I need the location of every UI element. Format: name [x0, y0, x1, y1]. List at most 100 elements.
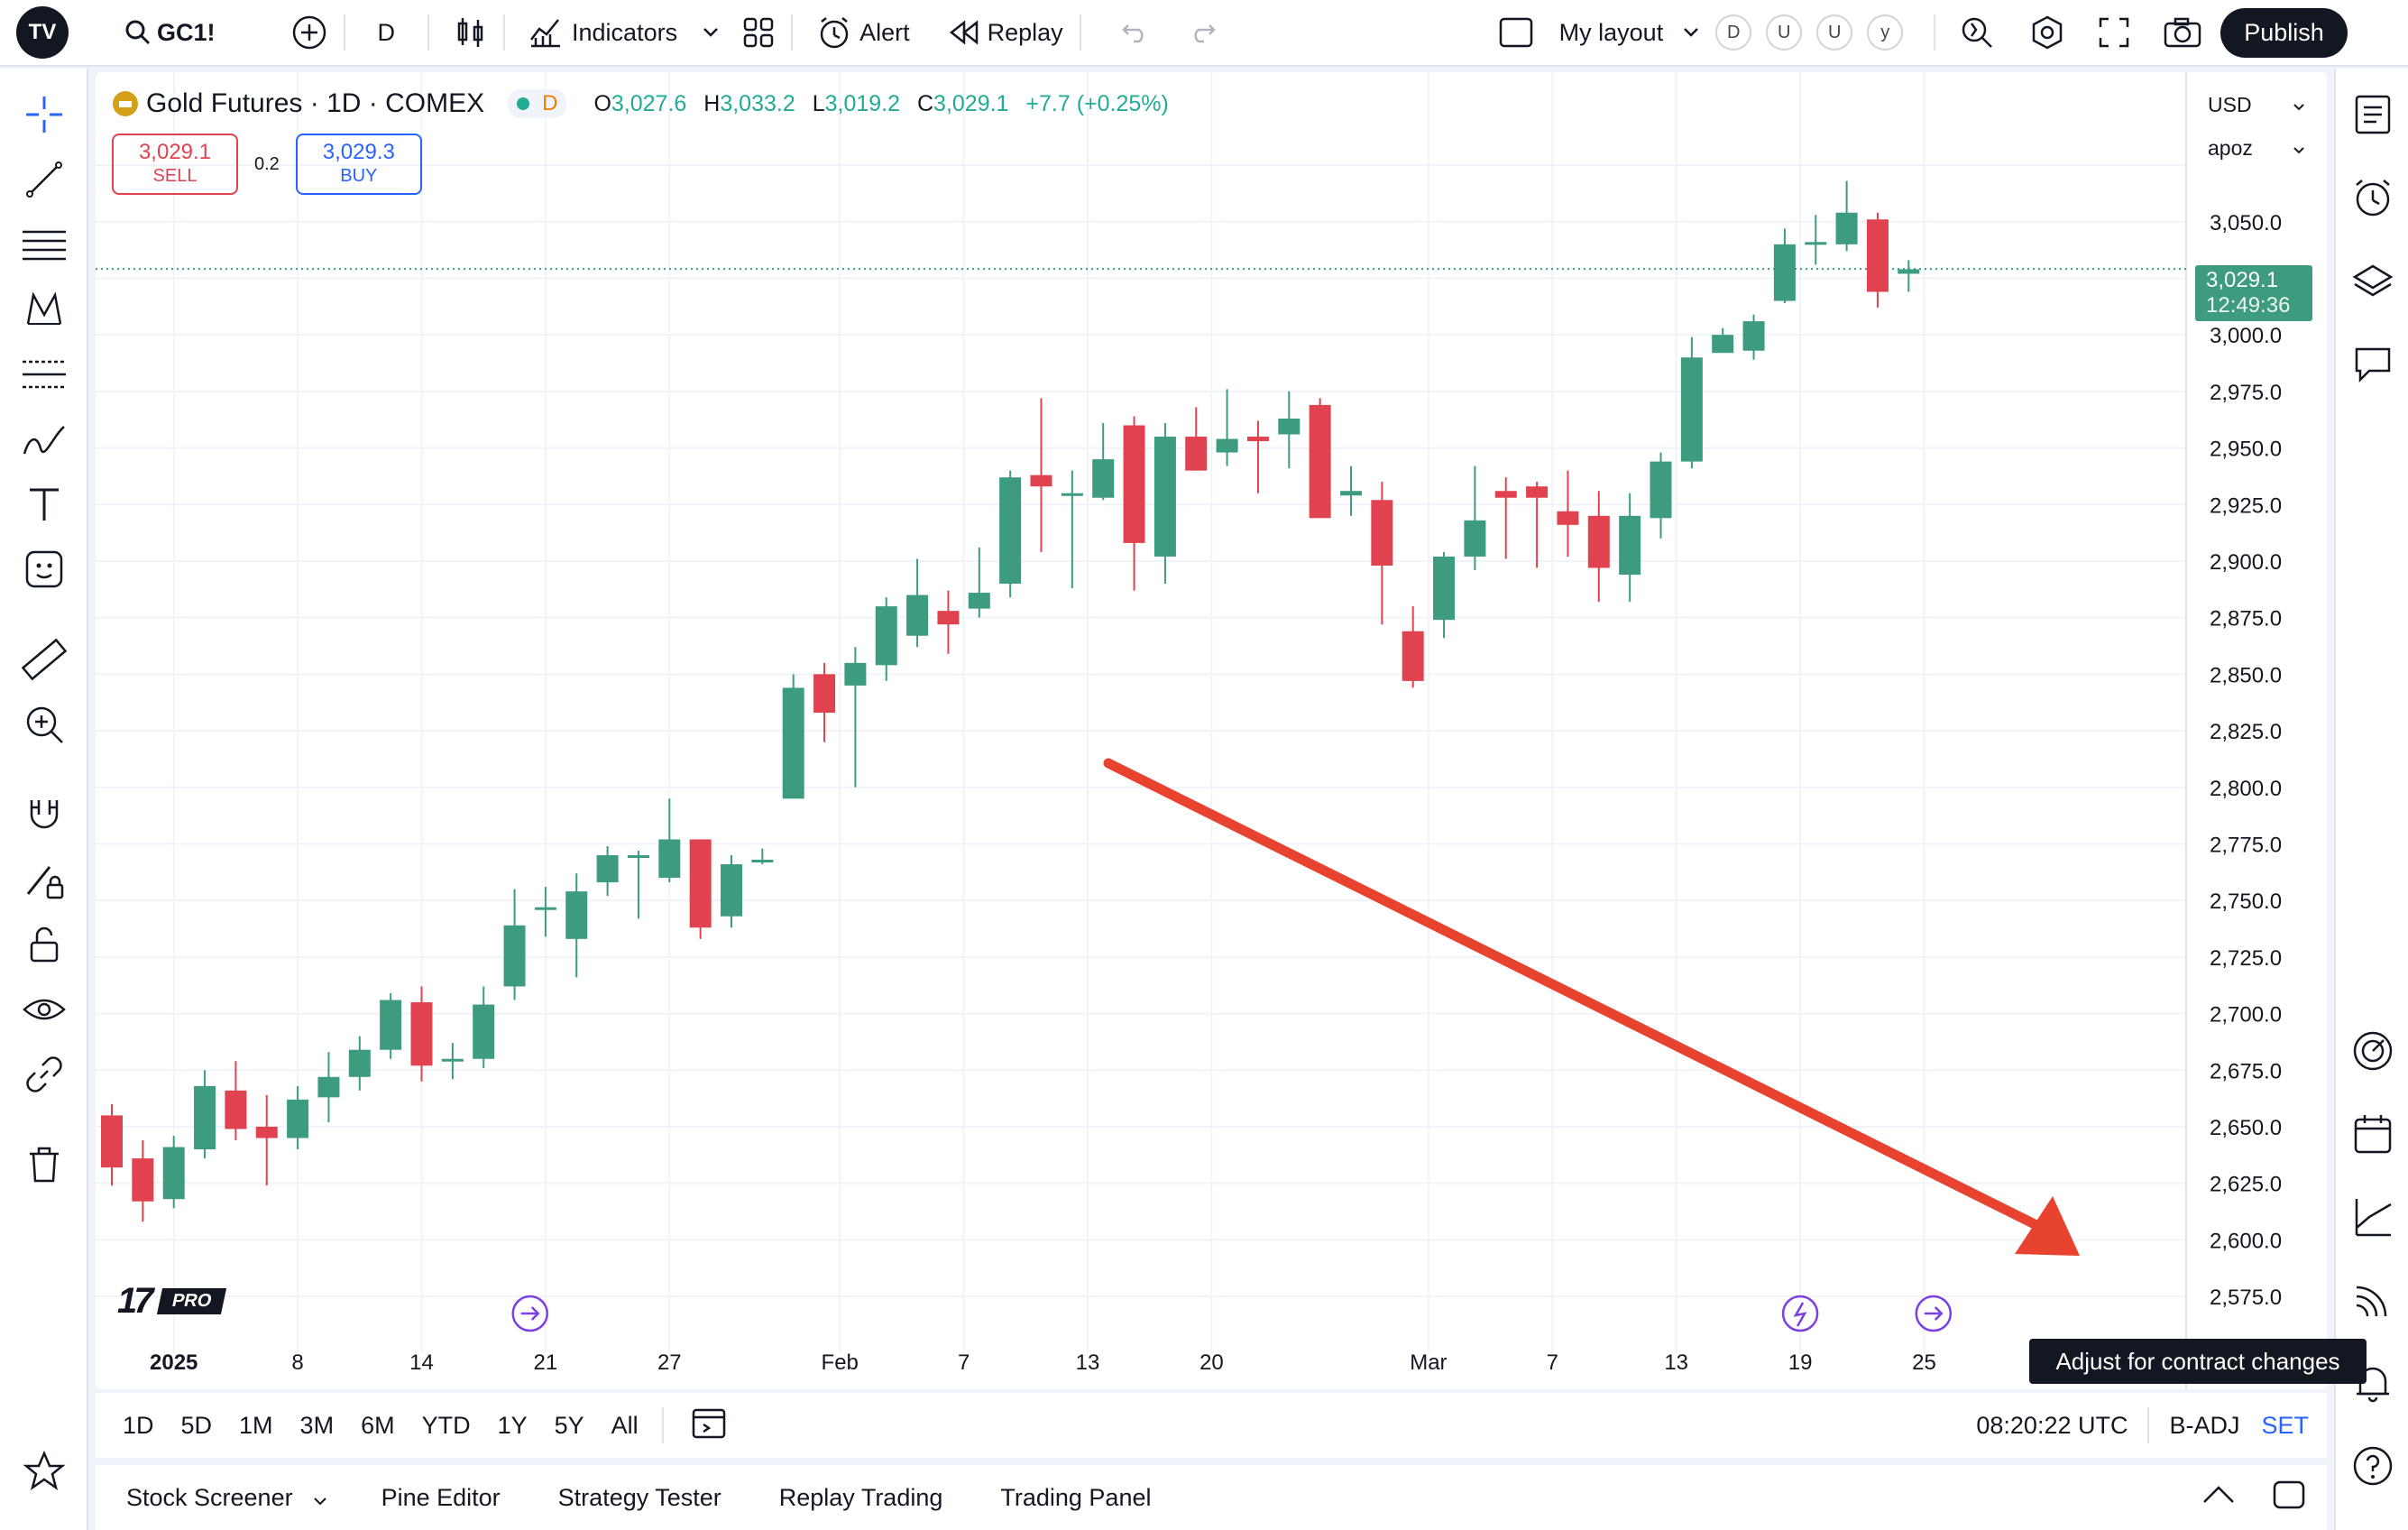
tab-replay-trading[interactable]: Replay Trading [778, 1483, 943, 1511]
maximize-panel-button[interactable] [2271, 1479, 2307, 1517]
alerts-button[interactable] [2348, 175, 2397, 224]
hide-tool[interactable] [20, 987, 69, 1036]
last-price-label: 3,029.1 [2206, 268, 2279, 292]
link-tool[interactable] [20, 1052, 69, 1101]
tab-stock-screener[interactable]: Stock Screener [126, 1484, 327, 1512]
range-6m[interactable]: 6M [361, 1411, 395, 1439]
range-5d[interactable]: 5D [180, 1411, 213, 1439]
b-adj-button[interactable]: B-ADJ [2169, 1411, 2240, 1439]
streams-button[interactable] [2348, 1277, 2397, 1326]
tab-pine-editor[interactable]: Pine Editor [381, 1483, 501, 1511]
goto-date-button[interactable] [691, 1405, 727, 1447]
calendar-button[interactable] [2348, 1111, 2397, 1160]
brush-tool[interactable] [20, 417, 69, 465]
clock-time[interactable]: 08:20:22 UTC [1976, 1411, 2128, 1439]
tab-trading-panel[interactable]: Trading Panel [1000, 1483, 1152, 1511]
time-tick-label: Feb [822, 1350, 859, 1375]
candle-body [287, 1099, 309, 1138]
fullscreen-button[interactable] [2098, 0, 2130, 66]
undo-button[interactable] [1121, 0, 1150, 66]
lock-all-tool[interactable] [20, 922, 69, 971]
candle-body [1123, 425, 1145, 543]
chat-icon [2351, 342, 2394, 390]
tab-strategy-tester[interactable]: Strategy Tester [557, 1483, 721, 1511]
help-button[interactable] [2348, 1443, 2397, 1492]
indicators-button[interactable]: Indicators [528, 0, 719, 66]
time-tick-label: 7 [1547, 1350, 1558, 1375]
quick-search-button[interactable] [1959, 0, 1995, 66]
compare-button[interactable] [291, 0, 327, 66]
chart-pane[interactable]: 3,050.03,025.03,000.02,975.02,950.02,925… [96, 72, 2327, 1389]
chevron-down-icon[interactable] [703, 27, 719, 38]
range-1d[interactable]: 1D [123, 1411, 154, 1439]
snapshot-button[interactable] [2163, 0, 2202, 66]
candle-body [1835, 212, 1858, 244]
range-all[interactable]: All [611, 1411, 639, 1439]
object-tree-button[interactable] [2348, 258, 2397, 307]
session-button[interactable]: SET [2261, 1411, 2309, 1439]
layout-badge[interactable]: U [1816, 14, 1853, 51]
lock-drawing-tool[interactable] [20, 857, 69, 906]
candle-body [689, 839, 712, 928]
market-status-badge[interactable]: D [508, 89, 567, 118]
symbol-search-button[interactable]: GC1! [124, 0, 216, 66]
layout-badge[interactable]: D [1715, 14, 1752, 51]
zoom-tool[interactable] [20, 702, 69, 751]
interval-button[interactable]: D [377, 18, 396, 46]
ideas-button[interactable] [2348, 1028, 2397, 1077]
candle-body [999, 477, 1022, 585]
unit-select[interactable]: apoz [2201, 128, 2312, 168]
watchlist-button[interactable] [2348, 92, 2397, 141]
candle-body [534, 907, 556, 910]
candle-body [1185, 437, 1208, 471]
currency-value: USD [2208, 92, 2252, 116]
price-tick-label: 2,700.0 [2210, 1003, 2282, 1028]
chevron-down-icon[interactable] [1683, 27, 1699, 38]
chat-button[interactable] [2348, 341, 2397, 390]
sticker-tool[interactable] [20, 547, 69, 595]
buy-button[interactable]: 3,029.3 BUY [295, 134, 422, 195]
redo-button[interactable] [1188, 0, 1217, 66]
range-3m[interactable]: 3M [299, 1411, 335, 1439]
chart-type-button[interactable] [455, 0, 487, 66]
spread-value: 0.2 [254, 153, 280, 174]
alert-button[interactable]: Alert [816, 0, 910, 66]
favorites-tool[interactable] [20, 1449, 69, 1498]
price-tick-label: 2,900.0 [2210, 550, 2282, 575]
trading-button[interactable] [2348, 1194, 2397, 1243]
settings-button[interactable] [2029, 0, 2065, 66]
price-chart[interactable]: 3,050.03,025.03,000.02,975.02,950.02,925… [96, 72, 2327, 1389]
measure-tool[interactable] [20, 637, 69, 686]
publish-button[interactable]: Publish [2220, 7, 2348, 58]
contract-roll-icon [1915, 1295, 1953, 1332]
symbol-title[interactable]: Gold Futures · 1D · COMEX [146, 88, 485, 118]
layout-button[interactable]: My layout D U U y [1498, 0, 1918, 66]
candle-body [1742, 321, 1765, 351]
magnet-tool[interactable] [20, 792, 69, 841]
trend-line-tool[interactable] [20, 157, 69, 206]
crosshair-tool[interactable] [20, 92, 69, 141]
range-1y[interactable]: 1Y [497, 1411, 528, 1439]
fib-tool[interactable] [20, 222, 69, 271]
high-label: H [703, 90, 721, 116]
collapse-panel-button[interactable] [2201, 1484, 2237, 1512]
projection-tool[interactable] [20, 352, 69, 401]
sell-button[interactable]: 3,029.1 SELL [112, 134, 238, 195]
templates-button[interactable] [742, 0, 775, 66]
range-1m[interactable]: 1M [239, 1411, 273, 1439]
candle-body [1464, 520, 1486, 557]
text-tool[interactable] [20, 482, 69, 530]
pattern-tool[interactable] [20, 287, 69, 336]
chart-line-icon [2351, 1195, 2394, 1243]
tradingview-logo[interactable]: TV [16, 6, 69, 59]
range-5y[interactable]: 5Y [554, 1411, 584, 1439]
replay-button[interactable]: Replay [948, 0, 1063, 66]
arrow-head [1934, 1306, 1944, 1321]
layout-badge[interactable]: U [1766, 14, 1803, 51]
sell-label: SELL [152, 166, 198, 186]
currency-select[interactable]: USD [2201, 85, 2312, 124]
range-ytd[interactable]: YTD [421, 1411, 471, 1439]
separator [1934, 14, 1936, 51]
layout-badge[interactable]: y [1867, 14, 1904, 51]
delete-tool[interactable] [20, 1142, 69, 1191]
